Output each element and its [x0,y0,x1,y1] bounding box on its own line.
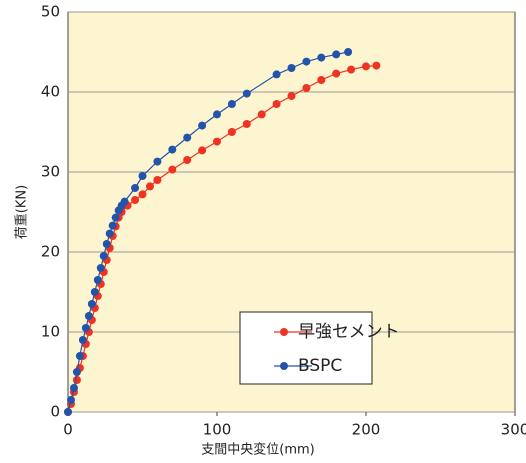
data-point [183,156,192,164]
x-tick-label: 100 [203,421,232,439]
data-point [105,229,114,238]
data-point [102,240,111,248]
y-tick-label: 50 [41,3,60,21]
legend-marker [280,328,288,336]
y-axis-title: 荷重(KN) [14,185,30,239]
data-point [111,213,120,222]
data-point [153,157,162,166]
data-point [168,145,177,154]
data-point [287,64,296,72]
y-tick-label: 0 [50,403,60,421]
data-point [227,100,236,108]
data-point [317,53,326,62]
data-point [198,146,207,155]
x-axis-title: 支間中央変位(mm) [201,442,314,458]
data-point [131,184,140,192]
data-point [145,182,154,191]
data-point [108,221,117,230]
data-point [93,276,102,284]
data-point [242,120,251,128]
y-tick-label: 20 [41,243,60,261]
data-point [272,100,281,108]
data-point [75,352,84,360]
data-point [227,128,236,136]
data-point [90,288,99,296]
data-point [87,300,96,308]
x-tick-label: 300 [501,421,526,439]
data-point [81,324,90,332]
data-point [362,62,370,71]
data-point [347,65,356,74]
data-point [183,133,192,142]
data-point [138,190,147,199]
data-point [302,84,311,92]
legend-label: BSPC [298,356,342,376]
data-point [153,176,162,184]
data-point [242,89,251,98]
data-point [332,50,341,59]
data-point [72,376,81,384]
data-point [64,408,72,416]
data-point [213,110,221,119]
data-point [78,336,87,344]
data-point [287,92,296,100]
data-point [72,368,81,376]
legend-box [239,311,373,385]
legend-label: 早強セメント [298,322,400,342]
y-tick-label: 10 [41,323,60,341]
data-point [99,252,108,260]
data-point [213,137,221,146]
data-point [332,69,341,78]
data-point [84,312,93,320]
data-point [272,70,281,79]
data-point [168,165,177,174]
data-point [131,196,140,204]
data-point [372,61,381,70]
data-point [138,172,147,180]
y-tick-label: 40 [41,83,60,101]
data-point [317,76,326,84]
y-tick-label: 30 [41,163,60,181]
x-tick-label: 0 [63,421,73,439]
data-point [120,197,129,206]
data-point [257,110,266,119]
data-point [66,396,75,404]
data-point [302,57,311,66]
x-tick-label: 200 [352,421,381,439]
data-point [69,384,78,392]
data-point [344,48,353,56]
data-point [198,121,207,130]
legend-marker [280,362,288,370]
data-point [96,264,105,272]
